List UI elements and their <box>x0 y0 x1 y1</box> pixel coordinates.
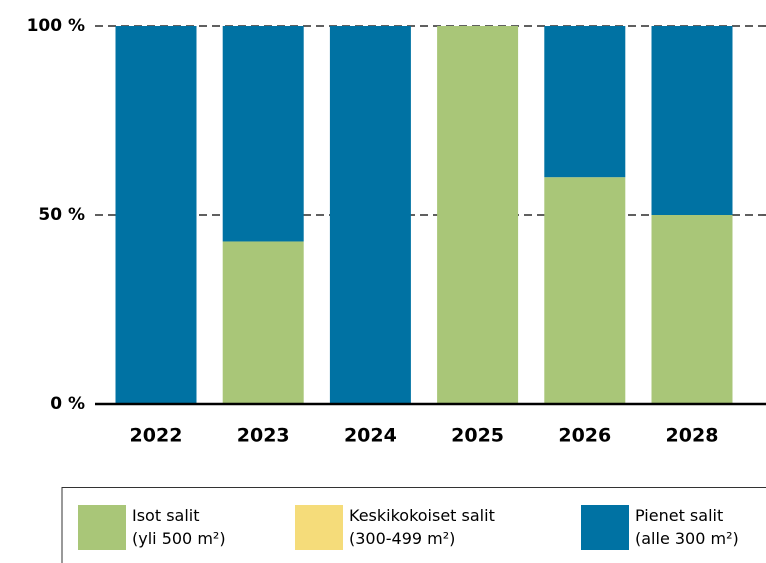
bar-segment <box>222 241 304 404</box>
x-tick-label: 2025 <box>451 425 504 447</box>
bar-segment <box>544 177 626 404</box>
bar-segment <box>437 26 519 404</box>
bar-segment <box>651 26 733 215</box>
legend-label: Isot salit (yli 500 m²) <box>132 506 226 548</box>
bar-segment <box>115 26 197 404</box>
x-tick-label: 2028 <box>666 425 719 447</box>
bar-segment <box>651 215 733 404</box>
bar-segment <box>544 26 626 178</box>
legend-swatch <box>78 505 126 550</box>
bar-segment <box>222 26 304 242</box>
x-tick-label: 2026 <box>558 425 611 447</box>
y-tick-label: 100 % <box>27 16 85 36</box>
x-tick-label: 2023 <box>237 425 290 447</box>
legend-swatch <box>295 505 343 550</box>
x-tick-label: 2024 <box>344 425 397 447</box>
legend-swatch <box>581 505 629 550</box>
legend-box <box>61 487 766 563</box>
legend-label: Keskikokoiset salit (300-499 m²) <box>349 506 495 548</box>
bar-segment <box>329 26 411 404</box>
x-tick-label: 2022 <box>130 425 183 447</box>
y-tick-label: 0 % <box>50 394 85 414</box>
legend-label: Pienet salit (alle 300 m²) <box>635 506 739 548</box>
y-tick-label: 50 % <box>38 205 85 225</box>
